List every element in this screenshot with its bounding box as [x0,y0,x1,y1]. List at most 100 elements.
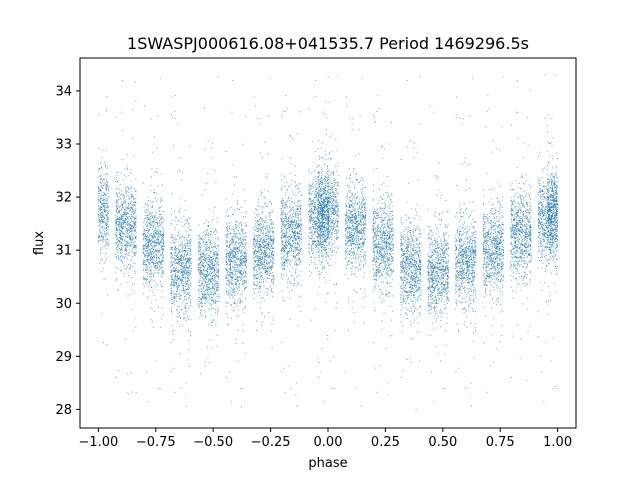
data-point [290,387,292,389]
data-point [236,248,238,250]
data-point [146,234,149,236]
data-point [225,291,228,293]
data-point [175,270,177,272]
data-point [236,208,238,210]
data-point [143,264,145,266]
data-point [187,252,189,254]
data-point [177,285,179,287]
data-point [185,222,187,224]
data-point [184,272,186,274]
data-point [216,284,218,286]
data-point [292,216,294,218]
data-point [210,308,212,310]
data-point [284,251,286,253]
data-point [217,276,219,278]
data-point [118,233,120,235]
data-point [241,229,243,231]
data-point [200,299,202,301]
data-point [189,242,192,244]
data-point [149,217,151,220]
data-point [266,273,269,275]
data-point [127,208,129,210]
data-point [226,269,228,271]
data-point [271,346,273,348]
data-point [262,206,264,208]
data-point [208,281,210,283]
data-point [232,309,234,312]
data-point [198,253,200,255]
data-point [232,79,234,82]
data-point [172,274,174,276]
data-point [115,206,118,208]
data-point [207,140,209,142]
data-point [266,229,269,231]
data-point [172,247,174,249]
data-point [259,240,261,242]
data-point [240,239,242,242]
data-point [255,209,257,211]
data-point [242,244,244,246]
data-point [203,275,206,277]
data-point [99,229,101,231]
data-point [132,155,135,157]
data-point [171,220,173,222]
data-point [292,224,294,226]
data-point [300,218,302,220]
data-point [270,246,272,248]
data-point [218,286,220,288]
data-point [258,291,260,293]
data-point [188,275,190,277]
data-point [289,264,292,266]
data-point [241,242,243,244]
data-point [134,217,136,220]
data-point [202,243,205,245]
data-point [131,230,134,232]
data-point [280,237,282,239]
data-point [242,251,244,253]
data-point [298,205,300,207]
data-point [101,178,103,180]
data-point [268,245,270,247]
data-point [175,254,177,256]
data-point [299,190,301,193]
data-point [175,260,177,262]
data-point [127,195,129,197]
data-point [241,211,243,213]
data-point [120,194,122,196]
data-point [122,255,124,257]
data-point [170,342,172,344]
data-point [142,283,145,285]
data-point [263,267,265,269]
data-point [135,236,137,238]
data-point [149,259,151,262]
data-point [189,261,192,263]
data-point [182,226,184,228]
data-point [184,209,186,211]
data-point [233,247,235,250]
data-point [161,222,163,224]
data-point [126,268,128,270]
data-points-layer [97,74,559,410]
data-point [244,200,246,202]
data-point [100,214,102,216]
data-point [130,224,132,226]
data-point [238,224,240,226]
data-point [149,273,151,275]
data-point [218,300,220,302]
data-point [242,284,244,286]
data-point [150,262,152,264]
data-point [127,258,129,260]
data-point [260,240,262,242]
data-point [179,238,181,240]
data-point [268,312,270,314]
data-point [259,262,261,264]
data-point [216,263,218,265]
data-point [151,256,154,259]
data-point [162,216,164,219]
data-point [226,293,228,295]
data-point [288,291,291,293]
data-point [261,258,263,260]
data-point [288,261,290,263]
data-point [133,241,136,243]
data-point [183,215,185,217]
